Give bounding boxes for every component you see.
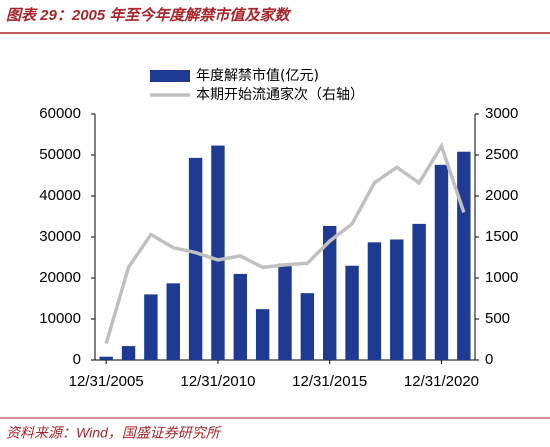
bar [434,164,449,360]
legend-label: 年度解禁市值(亿元) [196,67,319,84]
x-tick-label: 12/31/2015 [292,373,367,390]
y2-tick-label: 0 [485,351,493,368]
bar [345,265,359,360]
bar [99,356,113,360]
bar [323,225,337,360]
bar [390,239,404,360]
legend-label: 本期开始流通家次（右轴） [196,86,364,103]
y-tick-label: 60000 [39,105,81,122]
bar [278,263,292,360]
line [104,141,466,345]
bar [121,346,136,360]
source: 资料来源：Wind，国盛证券研究所 [6,425,222,441]
y-tick-label: 20000 [39,269,81,286]
legend-swatch [150,70,190,82]
bar [412,223,426,360]
bar [211,145,225,360]
y2-tick-label: 500 [485,310,510,327]
y2-tick-label: 3000 [485,105,518,122]
x-tick-label: 12/31/2005 [69,373,144,390]
x-tick-label: 12/31/2010 [180,373,255,390]
y-tick-label: 10000 [39,310,81,327]
bar [367,242,382,360]
bar [188,157,203,360]
bar [166,283,180,360]
x-tick-label: 12/31/2020 [404,373,479,390]
y-tick-label: 50000 [39,146,81,163]
y-tick-label: 30000 [39,228,81,245]
chart-title: 图表 29：2005 年至今年度解禁市值及家数 [6,6,292,24]
y2-tick-label: 2000 [485,187,518,204]
bar [233,273,247,360]
bar [255,309,270,360]
bar [144,294,158,360]
y-tick-label: 0 [73,351,81,368]
bar [457,151,471,360]
y-tick-label: 40000 [39,187,81,204]
y2-tick-label: 2500 [485,146,518,163]
y2-tick-label: 1000 [485,269,518,286]
y2-tick-label: 1500 [485,228,518,245]
bar [300,293,315,360]
